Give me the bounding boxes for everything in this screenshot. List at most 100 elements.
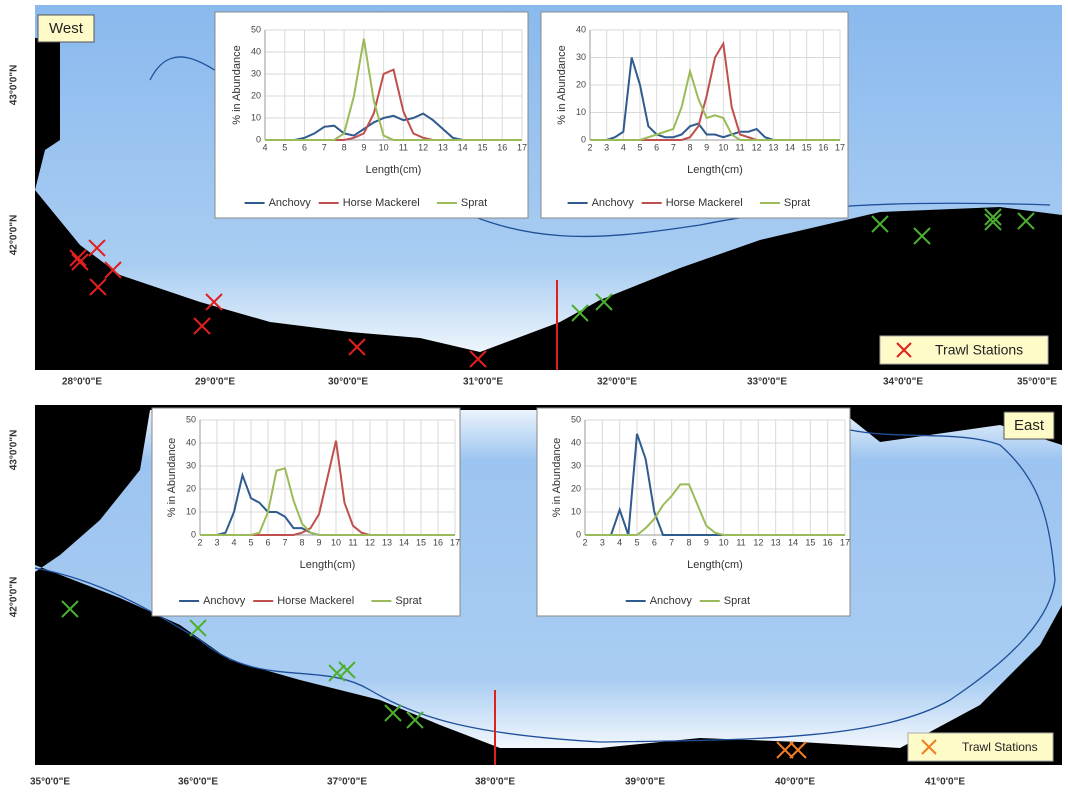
- legend-label: Anchovy: [592, 197, 635, 209]
- x-tick-label: 10: [331, 537, 341, 547]
- x-tick-label: 7: [671, 142, 676, 152]
- y-tick-label: 0: [256, 134, 261, 144]
- y-tick-label: 10: [251, 112, 261, 122]
- x-tick-label: 7: [669, 537, 674, 547]
- x-tick-label: 5: [248, 537, 253, 547]
- x-tick-label: 14: [788, 537, 798, 547]
- x-tick-label: 16: [823, 537, 833, 547]
- x-tick-label: 15: [805, 537, 815, 547]
- x-axis-label: Length(cm): [300, 559, 356, 571]
- region-label: East: [1014, 417, 1045, 434]
- x-tick-label: 16: [433, 537, 443, 547]
- lon-label: 28°0'0"E: [62, 377, 102, 388]
- lon-label: 39°0'0"E: [625, 777, 665, 788]
- x-tick-label: 17: [517, 142, 527, 152]
- lon-label: 33°0'0"E: [747, 377, 787, 388]
- x-tick-label: 9: [704, 537, 709, 547]
- y-tick-label: 30: [576, 52, 586, 62]
- figure: West Trawl Stations East Trawl Stations …: [0, 0, 1068, 793]
- x-tick-label: 15: [416, 537, 426, 547]
- y-tick-label: 20: [251, 90, 261, 100]
- x-tick-label: 13: [771, 537, 781, 547]
- y-tick-label: 50: [186, 414, 196, 424]
- x-tick-label: 8: [299, 537, 304, 547]
- x-tick-label: 2: [197, 537, 202, 547]
- x-tick-label: 14: [399, 537, 409, 547]
- x-tick-label: 17: [450, 537, 460, 547]
- x-tick-label: 14: [458, 142, 468, 152]
- x-tick-label: 8: [686, 537, 691, 547]
- lat-label: 43°0'0"N: [9, 430, 20, 471]
- y-tick-label: 10: [571, 506, 581, 516]
- legend-text: Trawl Stations: [935, 342, 1023, 358]
- legend-label: Anchovy: [203, 595, 246, 607]
- legend-label: Sprat: [784, 197, 810, 209]
- x-tick-label: 7: [282, 537, 287, 547]
- x-tick-label: 4: [262, 142, 267, 152]
- y-tick-label: 50: [251, 24, 261, 34]
- legend-label: Sprat: [461, 197, 487, 209]
- x-tick-label: 15: [802, 142, 812, 152]
- y-tick-label: 20: [186, 483, 196, 493]
- x-axis-label: Length(cm): [687, 164, 743, 176]
- y-tick-label: 30: [251, 68, 261, 78]
- legend-label: Sprat: [724, 595, 750, 607]
- lon-label: 30°0'0"E: [328, 377, 368, 388]
- x-tick-label: 7: [322, 142, 327, 152]
- x-tick-label: 5: [634, 537, 639, 547]
- lon-label: 32°0'0"E: [597, 377, 637, 388]
- lon-label: 38°0'0"E: [475, 777, 515, 788]
- lon-label: 35°0'0"E: [1017, 377, 1057, 388]
- legend-label: Horse Mackerel: [343, 197, 420, 209]
- x-tick-label: 12: [753, 537, 763, 547]
- legend-label: Sprat: [395, 595, 421, 607]
- x-tick-label: 17: [840, 537, 850, 547]
- y-tick-label: 40: [571, 437, 581, 447]
- x-tick-label: 6: [654, 142, 659, 152]
- lon-label: 41°0'0"E: [925, 777, 965, 788]
- chart-panel: [541, 12, 848, 218]
- lon-label: 31°0'0"E: [463, 377, 503, 388]
- y-tick-label: 20: [576, 79, 586, 89]
- x-tick-label: 6: [652, 537, 657, 547]
- y-tick-label: 40: [186, 437, 196, 447]
- lat-label: 43°0'0"N: [9, 65, 20, 106]
- y-tick-label: 30: [186, 460, 196, 470]
- lon-label: 29°0'0"E: [195, 377, 235, 388]
- lon-label: 40°0'0"E: [775, 777, 815, 788]
- x-tick-label: 8: [687, 142, 692, 152]
- x-tick-label: 11: [399, 142, 408, 152]
- x-tick-label: 10: [718, 142, 728, 152]
- y-axis-label: % in Abundance: [166, 438, 178, 518]
- x-tick-label: 4: [617, 537, 622, 547]
- x-axis-label: Length(cm): [366, 164, 422, 176]
- legend-label: Horse Mackerel: [277, 595, 354, 607]
- lon-label: 37°0'0"E: [327, 777, 367, 788]
- y-tick-label: 0: [581, 134, 586, 144]
- x-tick-label: 15: [477, 142, 487, 152]
- y-axis-label: % in Abundance: [551, 438, 563, 518]
- legend-label: Anchovy: [650, 595, 693, 607]
- x-tick-label: 9: [316, 537, 321, 547]
- y-axis-label: % in Abundance: [231, 45, 243, 125]
- lat-label: 42°0'0"N: [9, 215, 20, 256]
- y-tick-label: 10: [576, 107, 586, 117]
- x-tick-label: 13: [438, 142, 448, 152]
- y-tick-label: 0: [576, 529, 581, 539]
- lon-label: 35°0'0"E: [30, 777, 70, 788]
- x-tick-label: 11: [735, 142, 744, 152]
- x-tick-label: 4: [621, 142, 626, 152]
- x-tick-label: 9: [361, 142, 366, 152]
- x-tick-label: 11: [736, 537, 745, 547]
- lon-label: 34°0'0"E: [883, 377, 923, 388]
- y-tick-label: 40: [251, 46, 261, 56]
- x-tick-label: 13: [382, 537, 392, 547]
- x-tick-label: 6: [265, 537, 270, 547]
- x-axis-label: Length(cm): [687, 559, 743, 571]
- x-tick-label: 5: [637, 142, 642, 152]
- y-tick-label: 50: [571, 414, 581, 424]
- x-tick-label: 3: [600, 537, 605, 547]
- x-tick-label: 10: [719, 537, 729, 547]
- lat-label: 42°0'0"N: [9, 577, 20, 618]
- x-tick-label: 9: [704, 142, 709, 152]
